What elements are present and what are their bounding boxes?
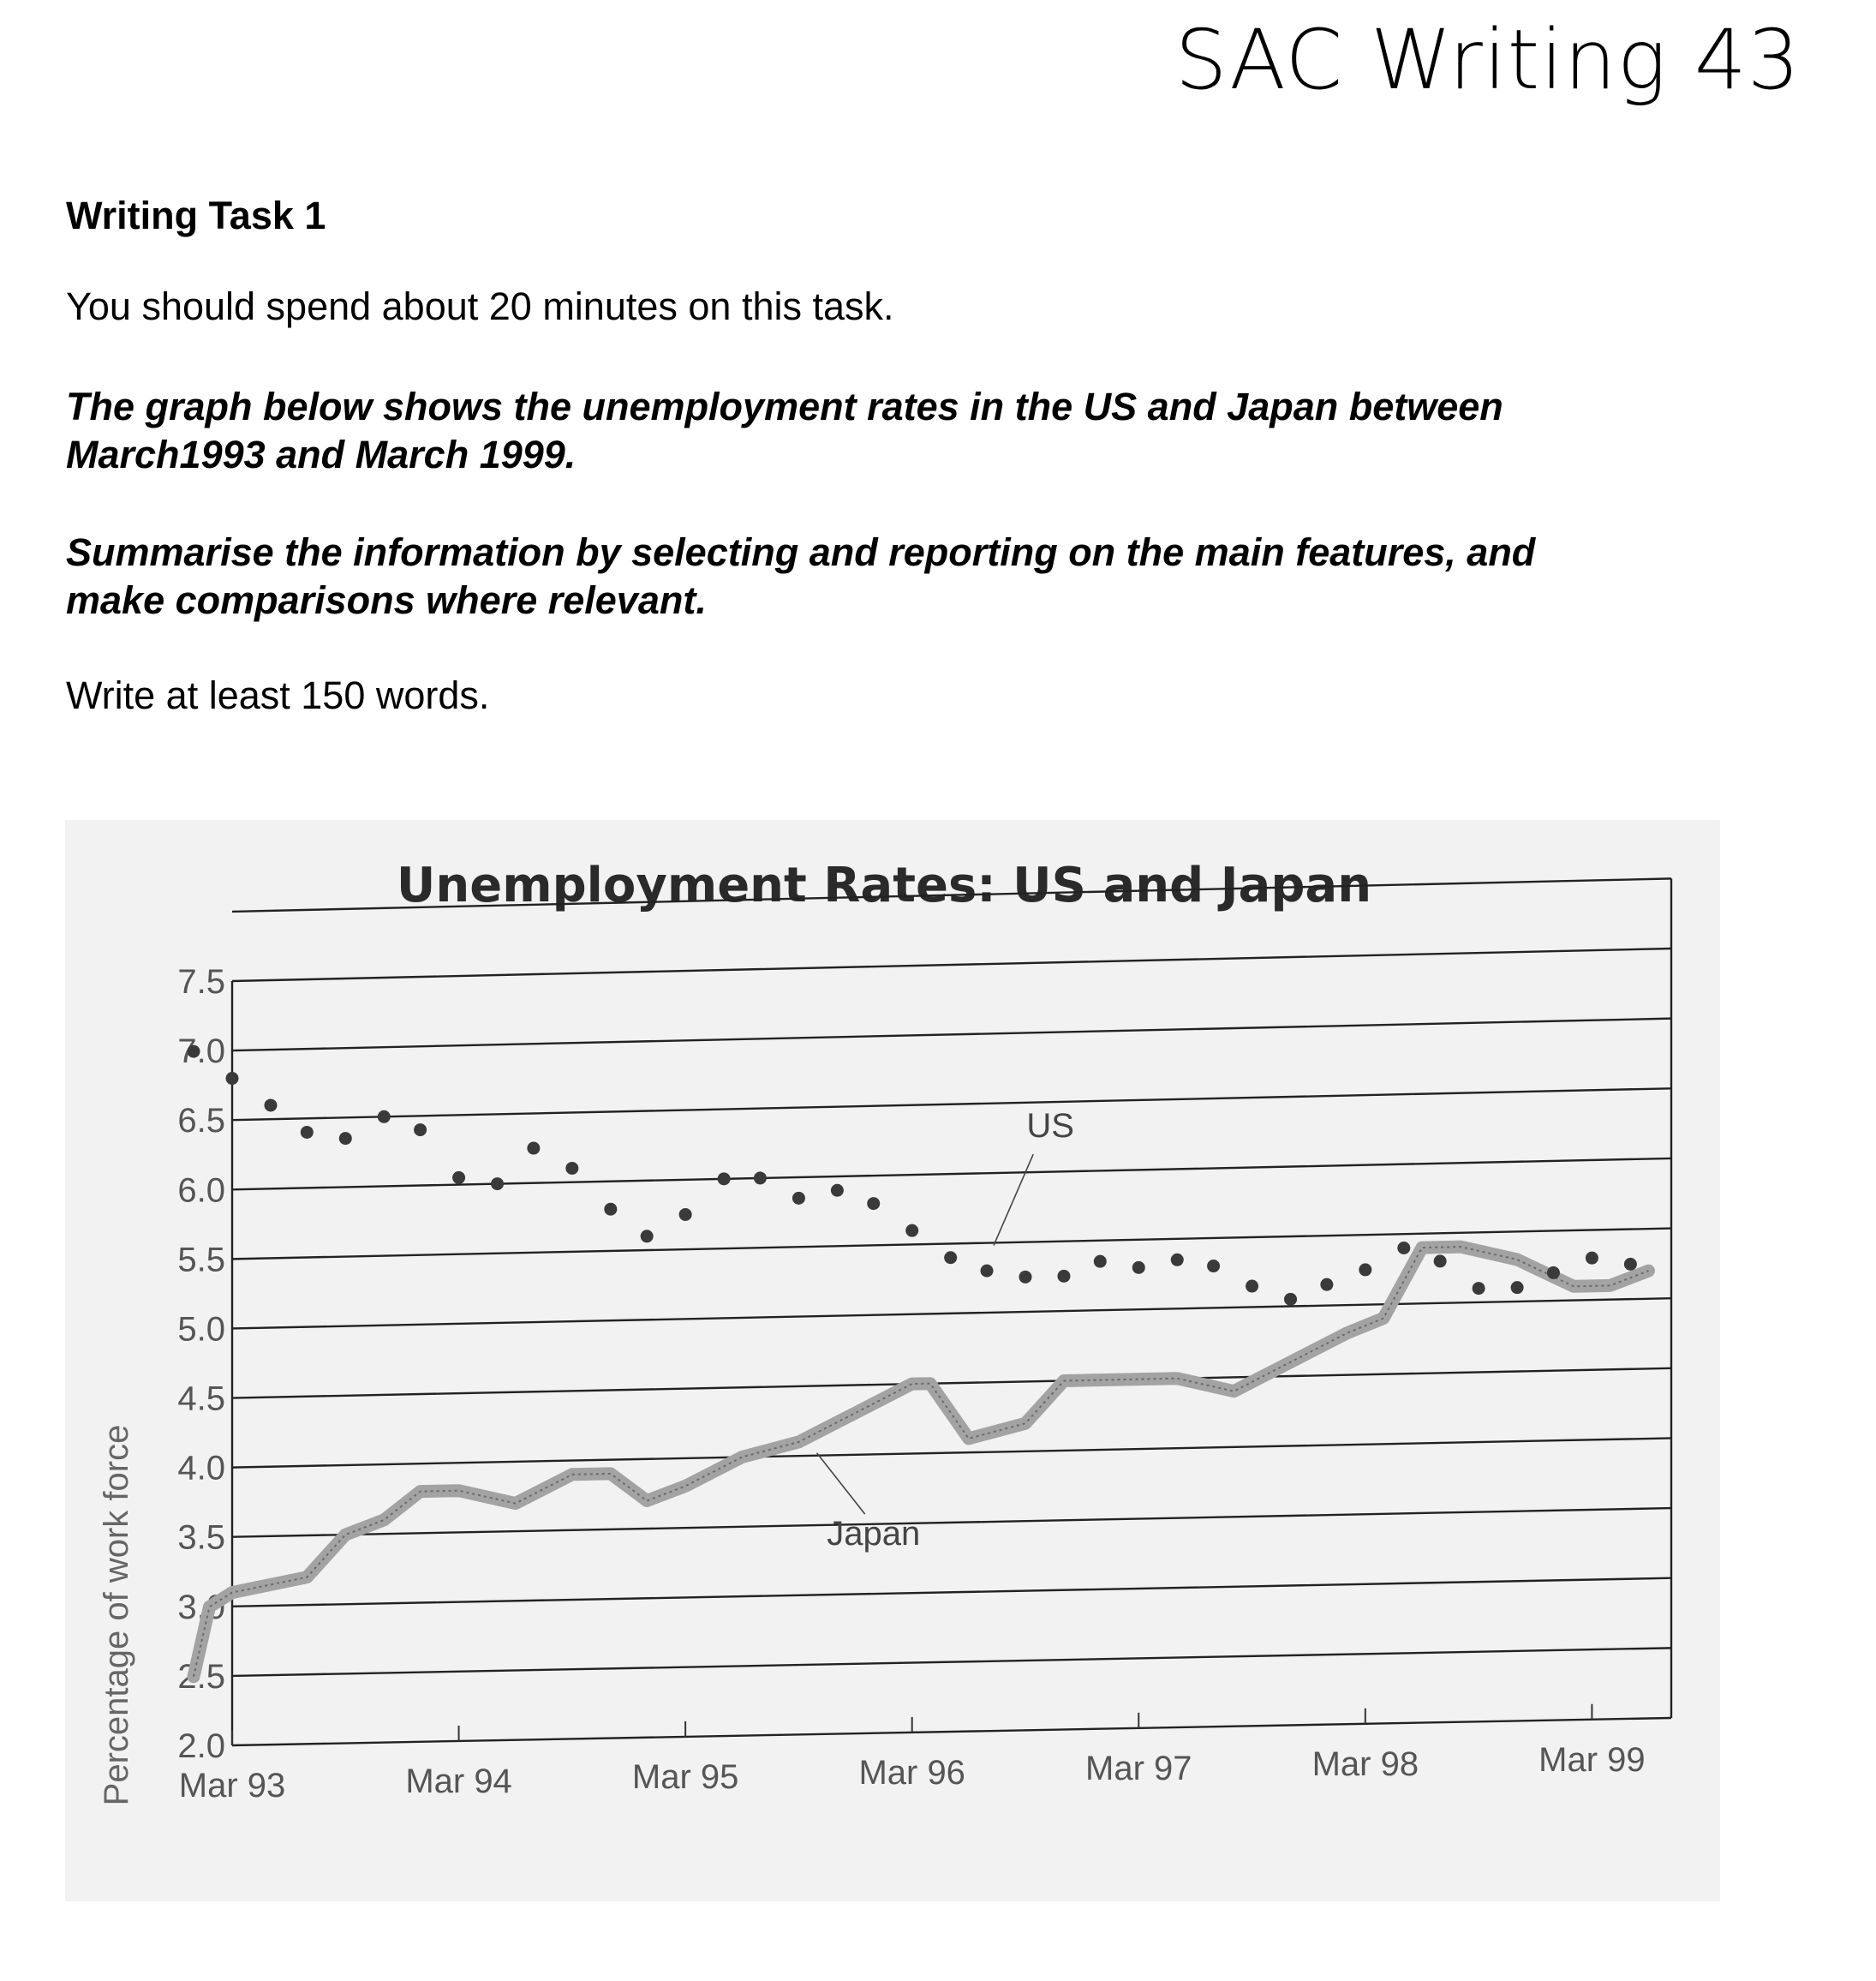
y-tick-label: 5.0 — [177, 1310, 225, 1348]
y-tick-label: 4.5 — [177, 1380, 225, 1418]
us-data-point — [1246, 1279, 1259, 1293]
chart-panel: Unemployment Rates: US and Japan Percent… — [65, 820, 1720, 1901]
task-heading: Writing Task 1 — [66, 194, 326, 237]
y-gridline — [231, 1506, 1672, 1538]
summary-instruction: Summarise the information by selecting a… — [66, 529, 1779, 625]
y-gridline — [231, 877, 1672, 913]
y-gridline — [231, 1367, 1672, 1399]
japan-series — [187, 1240, 1655, 1684]
us-data-point — [717, 1172, 731, 1186]
us-data-point — [1284, 1292, 1298, 1306]
y-gridline — [231, 1227, 1672, 1260]
x-tick-label: Mar 93 — [179, 1767, 286, 1804]
us-data-point — [867, 1197, 881, 1211]
y-tick-label: 2.0 — [177, 1727, 225, 1765]
y-tick-label: 6.0 — [177, 1171, 225, 1209]
japan-leader-line — [816, 1452, 866, 1515]
time-instruction: You should spend about 20 minutes on thi… — [66, 284, 894, 328]
page-header-title: SAC Writing 43 — [1174, 12, 1801, 108]
y-gridline — [231, 1577, 1672, 1608]
us-data-point — [1623, 1257, 1637, 1271]
x-tick-label: Mar 98 — [1312, 1745, 1419, 1783]
us-data-point — [338, 1132, 352, 1146]
y-gridline — [231, 1017, 1672, 1052]
x-tick-label: Mar 95 — [632, 1758, 739, 1796]
us-data-point — [565, 1161, 579, 1175]
us-data-point — [377, 1110, 391, 1123]
graph-description: The graph below shows the unemployment r… — [66, 383, 1779, 479]
series-label-layer: US Japan — [816, 1107, 1074, 1553]
x-tick-label: Mar 96 — [858, 1754, 965, 1792]
us-data-point — [1320, 1278, 1334, 1291]
japan-series-line — [187, 1240, 1655, 1684]
us-data-point — [678, 1207, 692, 1221]
us-data-point — [1019, 1270, 1032, 1284]
graph-description-line-2: March1993 and March 1999. — [66, 433, 577, 476]
us-data-point — [264, 1098, 278, 1112]
us-data-point — [300, 1125, 314, 1139]
us-data-point — [1207, 1260, 1221, 1273]
y-axis-label: Percentage of work force — [98, 1425, 135, 1806]
y-tick-label: 4.0 — [177, 1450, 225, 1487]
us-data-point — [1057, 1269, 1071, 1283]
us-data-point — [1585, 1251, 1598, 1265]
y-gridline — [231, 1296, 1672, 1330]
y-tick-label: 6.5 — [177, 1102, 225, 1140]
us-data-point — [187, 1044, 200, 1058]
us-data-point — [1433, 1254, 1447, 1268]
us-data-point — [414, 1123, 427, 1137]
us-data-point — [225, 1072, 239, 1086]
us-data-point — [944, 1251, 958, 1265]
graph-description-line-1: The graph below shows the unemployment r… — [66, 385, 1503, 428]
us-data-point — [1359, 1263, 1372, 1277]
y-gridline — [231, 1087, 1672, 1122]
us-data-point — [905, 1224, 919, 1237]
word-count-instruction: Write at least 150 words. — [66, 673, 490, 717]
x-tick-label: Mar 94 — [405, 1763, 512, 1800]
us-leader-line — [993, 1153, 1034, 1246]
us-data-point — [753, 1171, 767, 1185]
us-data-point — [1170, 1253, 1184, 1266]
us-series-label: US — [1026, 1107, 1074, 1145]
japan-series-label: Japan — [827, 1515, 920, 1553]
us-data-point — [527, 1141, 541, 1155]
summary-instruction-line-1: Summarise the information by selecting a… — [66, 530, 1536, 574]
japan-series-texture — [193, 1246, 1649, 1678]
y-gridline — [231, 947, 1672, 983]
us-data-point — [1472, 1282, 1485, 1296]
us-data-point — [1546, 1266, 1560, 1279]
unemployment-chart: Unemployment Rates: US and Japan Percent… — [98, 858, 1673, 1806]
us-data-point — [452, 1170, 466, 1184]
us-data-point — [1397, 1242, 1411, 1255]
y-tick-label: 3.5 — [177, 1519, 225, 1557]
us-data-point — [1093, 1254, 1107, 1268]
us-data-point — [604, 1202, 618, 1216]
us-data-point — [792, 1191, 805, 1205]
us-data-point — [980, 1264, 994, 1278]
x-tick-label: Mar 99 — [1538, 1741, 1646, 1779]
y-gridline — [231, 1437, 1672, 1469]
us-data-point — [491, 1177, 505, 1191]
us-data-point — [1132, 1260, 1145, 1274]
us-data-point — [640, 1230, 654, 1243]
us-series — [187, 1044, 1637, 1306]
y-tick-label: 7.0 — [177, 1032, 225, 1070]
y-tick-label: 7.5 — [177, 963, 225, 1001]
y-tick-label: 5.5 — [177, 1241, 225, 1278]
us-data-point — [1510, 1281, 1524, 1295]
grid-layer — [230, 877, 1673, 1747]
y-gridline — [231, 1647, 1672, 1678]
summary-instruction-line-2: make comparisons where relevant. — [66, 578, 707, 622]
x-tick-label: Mar 97 — [1085, 1750, 1192, 1787]
us-data-point — [830, 1183, 844, 1197]
y-gridline — [231, 1716, 1672, 1747]
y-gridline — [231, 1157, 1672, 1191]
